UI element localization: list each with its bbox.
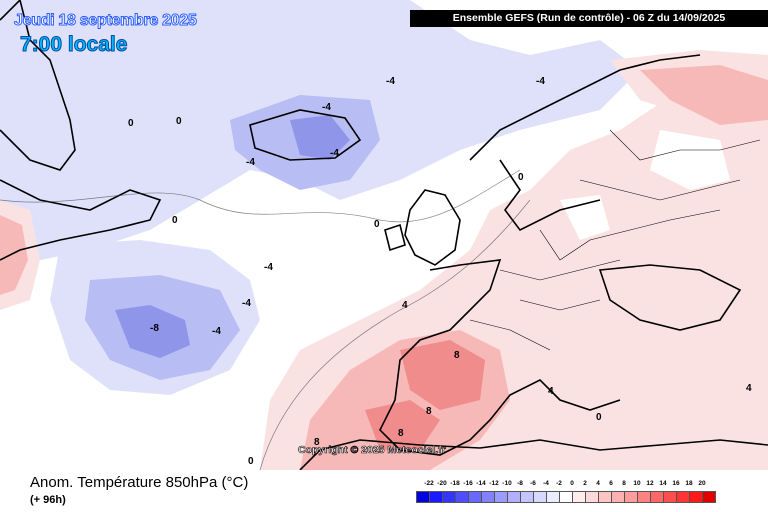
legend-tick-label: 12 <box>646 480 654 487</box>
contour-label: 0 <box>128 118 134 129</box>
legend-tick-label: -16 <box>463 480 473 487</box>
coastlines <box>0 0 768 470</box>
legend-swatch <box>585 491 599 503</box>
contour-label: -4 <box>536 76 545 87</box>
legend-tick-label: 10 <box>633 480 641 487</box>
copyright-text: Copyright © 2025 Meteociel.fr <box>298 444 446 457</box>
legend-tick-label: -14 <box>476 480 486 487</box>
legend-tick-label: -4 <box>543 480 549 487</box>
legend-tick-label: -22 <box>424 480 434 487</box>
legend-tick-label: 20 <box>698 480 706 487</box>
legend-swatch <box>611 491 625 503</box>
legend-tick-label: -18 <box>450 480 460 487</box>
legend-swatch <box>676 491 690 503</box>
legend-tick-label: -2 <box>556 480 562 487</box>
temperature-anomaly-map: 0 0 0 0 0 0 0 -4 -4 -4 -4 -4 -4 -4 -4 -8… <box>0 0 768 470</box>
legend-swatch <box>624 491 638 503</box>
legend-swatch <box>429 491 443 503</box>
legend-tick-label: -20 <box>437 480 447 487</box>
contour-label: 4 <box>746 383 752 394</box>
contour-label: 4 <box>548 386 554 397</box>
legend-swatch <box>455 491 469 503</box>
legend-swatch <box>598 491 612 503</box>
legend-tick-label: -10 <box>502 480 512 487</box>
contour-lines <box>0 169 531 470</box>
contour-label: 0 <box>518 172 524 183</box>
color-legend <box>416 491 716 503</box>
contour-label: 8 <box>398 428 404 439</box>
contour-label: -4 <box>322 102 331 113</box>
contour-labels: 0 0 0 0 0 0 0 -4 -4 -4 -4 -4 -4 -4 -4 -8… <box>128 76 752 467</box>
contour-label: 0 <box>172 215 178 226</box>
legend-swatch <box>650 491 664 503</box>
legend-swatch <box>637 491 651 503</box>
contour-label: 8 <box>426 406 432 417</box>
legend-tick-label: 14 <box>659 480 667 487</box>
contour-label: -4 <box>386 76 395 87</box>
contour-label: 8 <box>454 350 460 361</box>
country-borders <box>469 129 761 351</box>
legend-swatch <box>468 491 482 503</box>
greenland-coast <box>0 0 76 171</box>
legend-swatch <box>689 491 703 503</box>
contour-label: 0 <box>176 116 182 127</box>
legend-tick-label: 4 <box>596 480 600 487</box>
legend-swatch <box>481 491 495 503</box>
contour-label: -4 <box>212 326 221 337</box>
legend-tick-label: -8 <box>517 480 523 487</box>
legend-swatch <box>507 491 521 503</box>
europe-west-coast <box>379 259 621 456</box>
run-info-banner: Ensemble GEFS (Run de contrôle) - 06 Z d… <box>410 10 768 27</box>
legend-swatch <box>494 491 508 503</box>
british-isles-coast <box>384 189 461 266</box>
legend-swatch <box>533 491 547 503</box>
legend-tick-label: 16 <box>672 480 680 487</box>
legend-swatch <box>663 491 677 503</box>
contour-label: -4 <box>246 157 255 168</box>
africa-coast <box>299 439 768 470</box>
legend-tick-label: -6 <box>530 480 536 487</box>
local-time: 7:00 locale <box>19 33 128 57</box>
contour-label: -4 <box>242 298 251 309</box>
iceland-coast <box>249 109 362 161</box>
contour-label: 4 <box>402 300 408 311</box>
legend-swatch <box>442 491 456 503</box>
contour-label: -4 <box>330 148 339 159</box>
contour-label: -4 <box>264 262 273 273</box>
contour-label: 0 <box>596 412 602 423</box>
contour-label: 0 <box>374 219 380 230</box>
scandinavia-coast <box>469 54 701 232</box>
legend-swatch <box>572 491 586 503</box>
legend-swatch <box>520 491 534 503</box>
legend-tick-label: -12 <box>489 480 499 487</box>
legend-swatch <box>416 491 430 503</box>
legend-tick-label: 0 <box>570 480 574 487</box>
lead-time: (+ 96h) <box>30 494 66 506</box>
forecast-date: Jeudi 18 septembre 2025 <box>14 12 198 30</box>
legend-swatch <box>546 491 560 503</box>
legend-swatch <box>702 491 716 503</box>
legend-swatch <box>559 491 573 503</box>
legend-tick-label: 2 <box>583 480 587 487</box>
variable-title: Anom. Température 850hPa (°C) <box>30 474 249 491</box>
black-sea-coast <box>598 264 742 331</box>
contour-label: 0 <box>248 456 254 467</box>
legend-ticks: -22 -20 -18 -16 -14 -12 -10 -8 -6 -4 -2 0 2 4 6 8 10 12 14… <box>416 480 752 490</box>
contour-label: -8 <box>150 323 159 334</box>
legend-tick-label: 8 <box>622 480 626 487</box>
canada-coast <box>0 179 162 261</box>
contour-label: 8 <box>314 437 320 448</box>
warm-anomaly-peak <box>365 340 485 450</box>
legend-tick-label: 18 <box>685 480 693 487</box>
legend-tick-label: 6 <box>609 480 613 487</box>
cold-anomaly-peak <box>115 115 350 358</box>
